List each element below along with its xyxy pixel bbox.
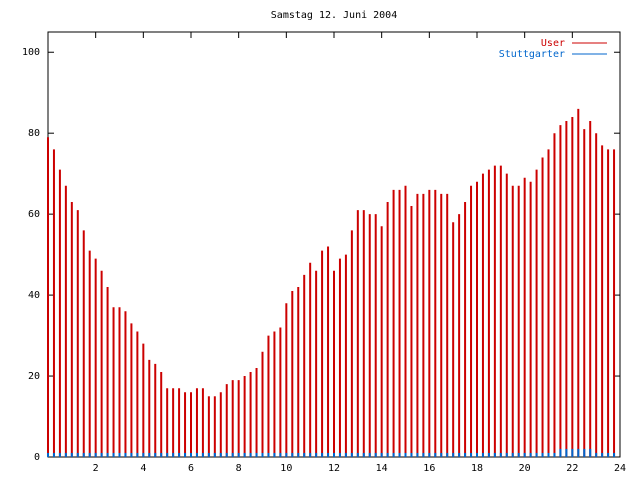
- x-tick-label: 22: [566, 463, 578, 474]
- y-tick-label: 80: [28, 128, 40, 139]
- legend-label: User: [541, 38, 565, 49]
- chart-title: Samstag 12. Juni 2004: [271, 10, 397, 21]
- x-tick-label: 14: [376, 463, 388, 474]
- x-tick-label: 12: [328, 463, 340, 474]
- legend-label: Stuttgarter: [499, 49, 565, 60]
- x-tick-label: 8: [236, 463, 242, 474]
- x-tick-label: 24: [614, 463, 626, 474]
- x-tick-label: 10: [280, 463, 292, 474]
- y-tick-label: 0: [34, 452, 40, 463]
- y-tick-label: 60: [28, 209, 40, 220]
- x-tick-label: 16: [423, 463, 435, 474]
- x-tick-label: 18: [471, 463, 483, 474]
- x-tick-label: 4: [140, 463, 146, 474]
- y-tick-label: 40: [28, 290, 40, 301]
- x-tick-label: 2: [93, 463, 99, 474]
- y-tick-label: 20: [28, 371, 40, 382]
- x-tick-label: 20: [519, 463, 531, 474]
- y-tick-label: 100: [22, 47, 40, 58]
- x-tick-label: 6: [188, 463, 194, 474]
